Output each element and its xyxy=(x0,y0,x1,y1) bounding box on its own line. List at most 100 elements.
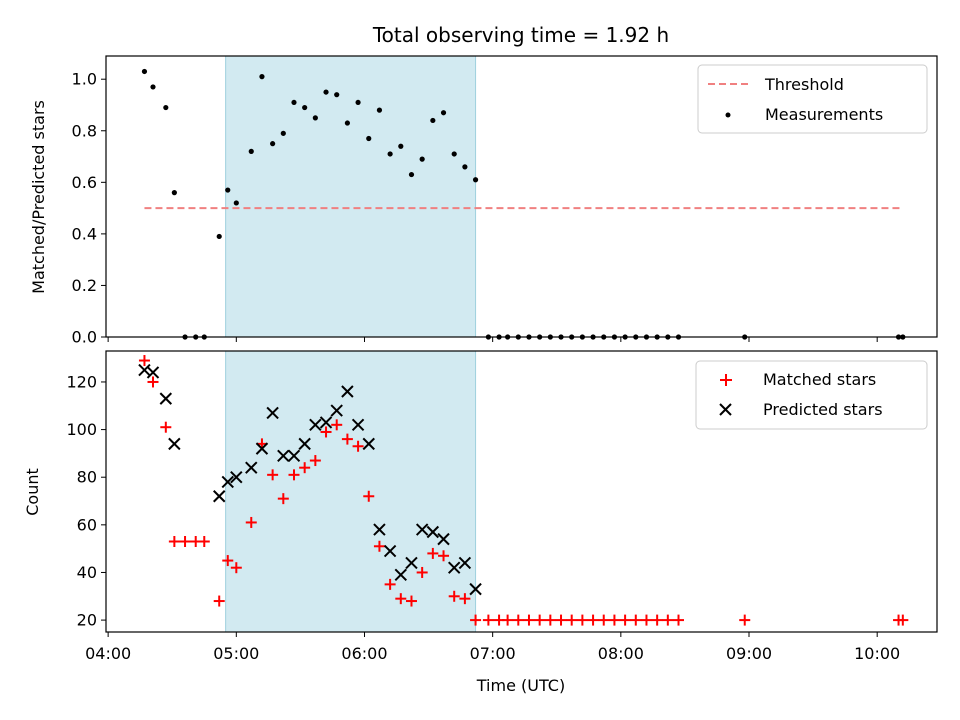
measurement-point-26 xyxy=(419,156,425,162)
top-y-tick-label-3: 0.6 xyxy=(72,173,97,192)
measurement-point-8 xyxy=(225,187,231,193)
matched-star-point-7 xyxy=(213,595,225,607)
measurement-point-3 xyxy=(171,190,177,196)
matched-star-point-48 xyxy=(651,614,663,626)
bottom-y-tick-label-4: 100 xyxy=(66,420,97,439)
legend-measurements-label: Measurements xyxy=(765,105,883,124)
matched-star-point-47 xyxy=(640,614,652,626)
predicted-star-point-28 xyxy=(469,582,482,596)
measurement-point-2 xyxy=(163,104,169,111)
predicted-star-point-16 xyxy=(341,385,354,398)
predicted-star-point-5 xyxy=(221,475,234,489)
measurement-point-21 xyxy=(366,135,372,142)
matched-star-point-28 xyxy=(438,550,450,562)
measurement-point-11 xyxy=(259,74,265,80)
measurement-point-7 xyxy=(216,233,222,240)
measurement-point-22 xyxy=(376,107,383,113)
predicted-star-point-20 xyxy=(383,544,397,558)
predicted-star-point-14 xyxy=(319,416,333,429)
matched-star-point-8 xyxy=(222,555,234,567)
matched-star-point-29 xyxy=(448,590,460,602)
predicted-star-point-27 xyxy=(458,556,472,570)
bottom-y-axis-label: Count xyxy=(23,468,42,516)
predicted-star-point-22 xyxy=(405,556,418,570)
predicted-star-point-21 xyxy=(394,568,408,582)
matched-star-point-20 xyxy=(352,440,364,452)
top-panel: Total observing time = 1.92 h 0.00.20.40… xyxy=(29,23,938,347)
measurement-point-15 xyxy=(302,104,308,111)
x-tick-label-2: 06:00 xyxy=(341,644,387,663)
matched-star-point-15 xyxy=(299,462,311,474)
predicted-star-point-2 xyxy=(159,392,173,405)
measurement-point-1 xyxy=(150,84,156,90)
measurement-point-18 xyxy=(334,92,340,98)
legend-threshold-label: Threshold xyxy=(764,75,844,94)
matched-star-point-38 xyxy=(544,614,556,626)
bottom-observing-span xyxy=(225,350,477,633)
top-axes-frame xyxy=(105,55,938,338)
x-tick-label-4: 08:00 xyxy=(598,644,644,663)
matched-star-point-42 xyxy=(587,614,599,626)
bottom-x-ticks: 04:00 05:00 06:00 07:00 08:00 09:00 10:00 xyxy=(85,632,900,663)
matched-star-point-36 xyxy=(523,614,535,626)
predicted-star-point-3 xyxy=(168,437,181,451)
legend-matched-label: Matched stars xyxy=(763,370,876,389)
legend-predicted-label: Predicted stars xyxy=(763,400,883,419)
top-y-tick-label-2: 0.4 xyxy=(72,224,97,243)
matched-star-point-16 xyxy=(309,455,321,467)
matched-star-point-25 xyxy=(405,595,417,607)
predicted-star-point-25 xyxy=(437,532,450,546)
matched-star-point-49 xyxy=(662,614,674,626)
measurement-point-16 xyxy=(312,115,318,121)
matched-star-point-1 xyxy=(147,376,159,388)
measurement-point-31 xyxy=(472,177,479,183)
bottom-y-tick-label-0: 20 xyxy=(77,611,97,630)
matched-star-point-3 xyxy=(168,536,180,548)
x-tick-label-3: 07:00 xyxy=(470,644,516,663)
predicted-star-point-13 xyxy=(309,418,322,432)
top-y-axis-label: Matched/Predicted stars xyxy=(29,100,48,294)
predicted-star-point-18 xyxy=(362,437,375,451)
matched-star-point-21 xyxy=(363,490,375,502)
matched-star-point-13 xyxy=(277,493,289,505)
top-y-tick-label-1: 0.2 xyxy=(72,276,97,295)
matched-star-point-22 xyxy=(373,540,385,552)
x-axis-label: Time (UTC) xyxy=(476,676,565,695)
top-y-tick-label-4: 0.8 xyxy=(72,121,97,140)
x-tick-label-0: 04:00 xyxy=(85,644,131,663)
measurement-point-25 xyxy=(408,171,415,178)
predicted-stars-points xyxy=(138,363,482,596)
measurement-point-27 xyxy=(430,117,436,124)
predicted-star-point-15 xyxy=(330,404,343,417)
predicted-star-point-8 xyxy=(255,442,269,455)
predicted-star-point-7 xyxy=(245,461,258,474)
predicted-star-point-10 xyxy=(277,449,290,462)
bottom-legend-box xyxy=(695,360,928,430)
predicted-star-point-26 xyxy=(448,561,461,574)
x-tick-label-1: 05:00 xyxy=(213,644,259,663)
top-observing-span xyxy=(225,55,477,338)
measurement-point-10 xyxy=(248,148,254,154)
matched-stars-points xyxy=(138,355,909,626)
predicted-star-point-17 xyxy=(351,418,365,432)
measurement-point-29 xyxy=(451,151,457,157)
chart-title: Total observing time = 1.92 h xyxy=(372,23,669,47)
matched-star-point-32 xyxy=(482,614,494,626)
matched-star-point-37 xyxy=(534,614,546,626)
matched-star-point-9 xyxy=(230,562,242,574)
predicted-star-point-11 xyxy=(287,449,301,462)
matched-star-point-17 xyxy=(320,426,332,438)
predicted-star-point-23 xyxy=(415,523,429,536)
measurement-point-9 xyxy=(233,200,239,206)
bottom-y-tick-label-3: 80 xyxy=(77,468,97,487)
bottom-panel: 20 40 60 80 100 120 04:00 05:00 06:00 07:00 08:00… xyxy=(23,350,938,695)
matched-star-point-24 xyxy=(395,593,407,605)
matched-star-point-27 xyxy=(427,547,439,559)
bottom-legend: Matched stars Predicted stars xyxy=(695,360,928,430)
matched-star-point-41 xyxy=(576,614,588,626)
measurement-point-20 xyxy=(355,99,361,106)
predicted-star-point-24 xyxy=(426,525,440,539)
measurement-point-28 xyxy=(440,110,447,116)
predicted-star-point-9 xyxy=(266,406,279,420)
predicted-star-point-1 xyxy=(146,366,160,379)
